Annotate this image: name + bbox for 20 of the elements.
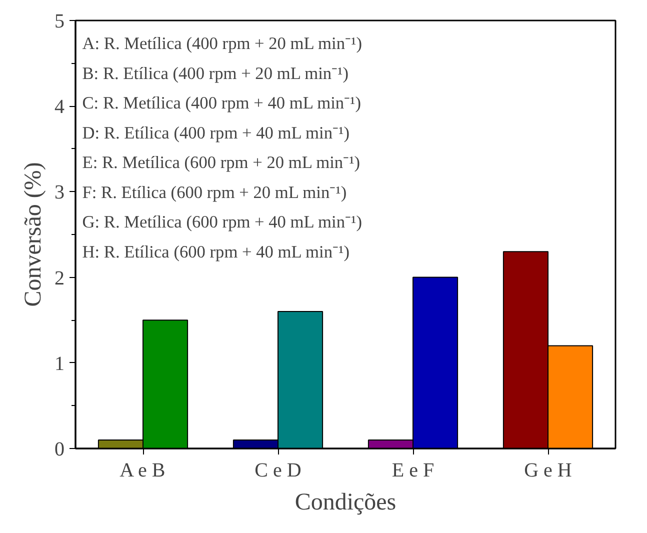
y-axis-title: Conversão (%): [20, 162, 46, 307]
x-tick-label: C e D: [254, 460, 302, 482]
y-tick-label: 2: [54, 267, 64, 290]
x-tick-label: E e F: [392, 460, 434, 482]
annotation: B: R. Etílica (400 rpm + 20 mL min⁻¹): [82, 64, 349, 83]
x-tick-label: G e H: [524, 460, 572, 482]
annotation: F: R. Etílica (600 rpm + 20 mL min⁻¹): [82, 182, 347, 202]
y-tick-label: 1: [54, 352, 64, 375]
x-axis-title: Condições: [294, 490, 396, 516]
y-tick-label: 5: [54, 10, 64, 32]
annotation: C: R. Metílica (400 rpm + 40 mL min⁻¹): [82, 94, 362, 113]
annotation: G: R. Metílica (600 rpm + 40 mL min⁻¹): [82, 212, 362, 232]
annotation: D: R. Etílica (400 rpm + 40 mL min⁻¹): [82, 123, 350, 142]
annotation: A: R. Metílica (400 rpm + 20 mL min⁻¹): [82, 34, 362, 54]
y-tick-label: 0: [54, 438, 64, 460]
annotation: E: R. Metílica (600 rpm + 20 mL min⁻¹): [82, 153, 360, 172]
y-tick-label: 3: [54, 182, 64, 204]
y-tick-label: 4: [54, 96, 64, 118]
x-tick-label: A e B: [120, 460, 166, 482]
annotation: H: R. Etílica (600 rpm + 40 mL min⁻¹): [82, 242, 350, 262]
